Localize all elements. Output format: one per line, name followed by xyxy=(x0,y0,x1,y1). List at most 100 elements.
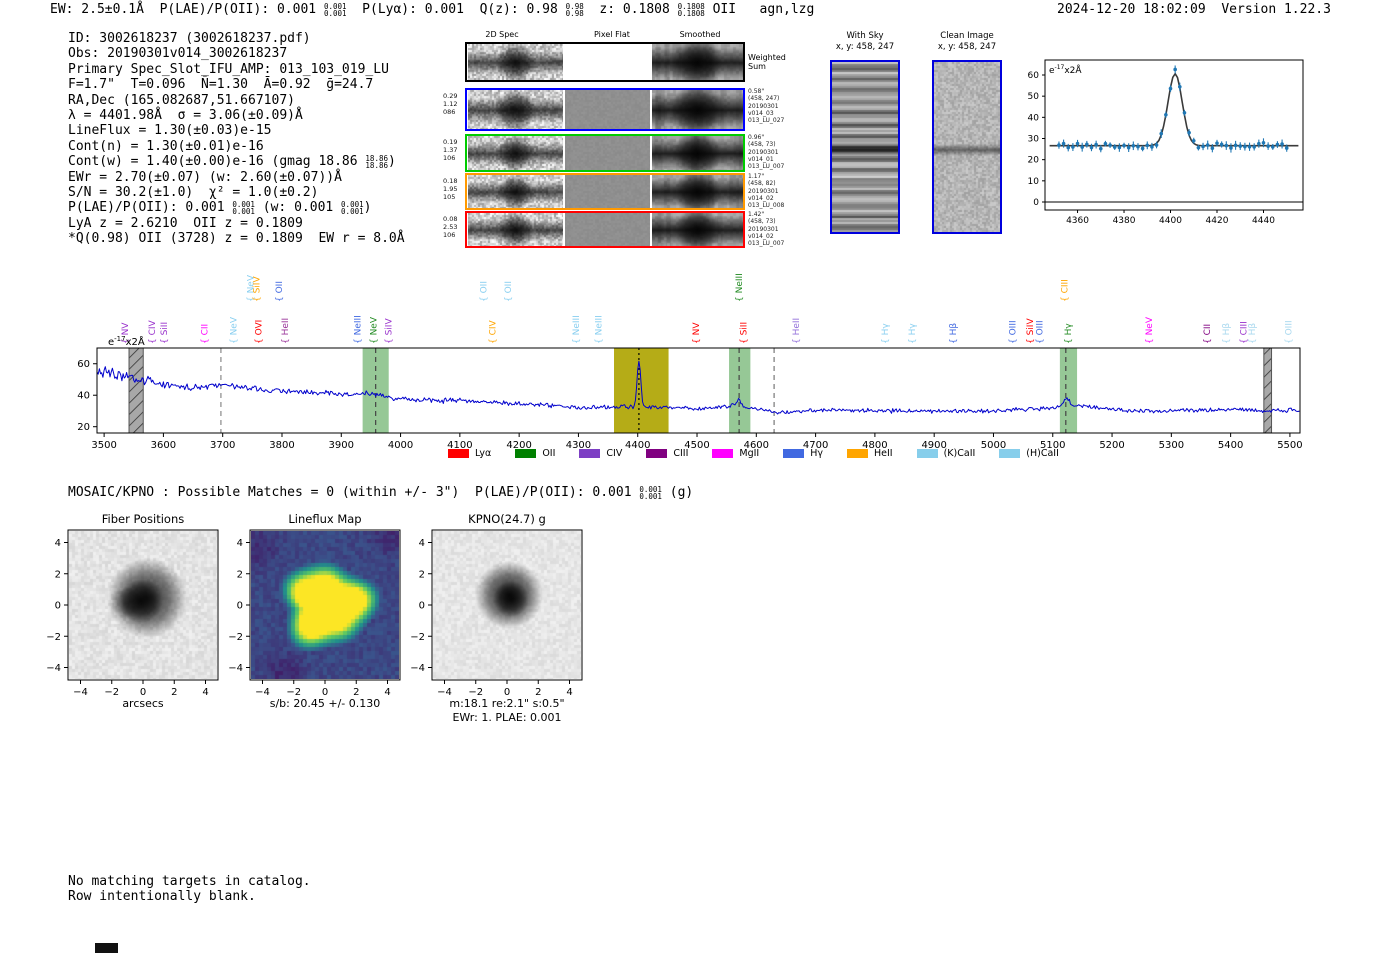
cutout-smoothed-image xyxy=(652,175,743,208)
legend-item: Lyα xyxy=(448,448,491,459)
spectral-line-label: { Hγ xyxy=(908,323,918,344)
mosaic-line: MOSAIC/KPNO : Possible Matches = 0 (with… xyxy=(68,485,694,501)
legend-item: OII xyxy=(515,448,555,459)
cutout-pixelflat-image xyxy=(565,136,650,170)
svg-text:arcsecs: arcsecs xyxy=(122,697,164,710)
spectral-line-label: { SiII xyxy=(739,322,749,344)
svg-text:4: 4 xyxy=(202,687,208,698)
spectral-line-label: { HeII xyxy=(281,318,291,344)
with-sky-image xyxy=(832,62,898,232)
svg-text:−2: −2 xyxy=(286,687,301,698)
info-line: EWr = 2.70(±0.07) (w: 2.60(±0.07))Å xyxy=(68,169,342,185)
cutout-row xyxy=(465,42,745,82)
legend-item: CIII xyxy=(646,448,688,459)
legend-swatch xyxy=(847,449,868,458)
spectral-line-label: { SiIV xyxy=(252,276,262,302)
svg-text:3600: 3600 xyxy=(151,440,176,451)
spectral-line-label: { NV xyxy=(121,322,131,344)
spectral-line-label: { CIV xyxy=(488,319,498,344)
cutout-row-right-labels: 0.96" (458, 73) 20190301 v014_01 013_LU_007 xyxy=(748,134,785,171)
svg-text:3900: 3900 xyxy=(329,440,354,451)
info-line: LineFlux = 1.30(±0.03)e-15 xyxy=(68,123,272,139)
spectral-line-label: { Hβ xyxy=(949,323,959,344)
svg-text:5500: 5500 xyxy=(1277,440,1302,451)
spectral-line-label: { CIII xyxy=(1240,321,1250,344)
svg-text:m:18.1 re:2.1" s:0.5": m:18.1 re:2.1" s:0.5" xyxy=(449,697,564,710)
cutout-2dspec-image xyxy=(468,213,563,246)
svg-text:−2: −2 xyxy=(410,632,425,643)
svg-text:4000: 4000 xyxy=(388,440,413,451)
svg-text:20: 20 xyxy=(77,422,90,433)
spectral-line-label: { NeV xyxy=(247,274,257,302)
svg-text:−4: −4 xyxy=(255,687,270,698)
svg-text:20: 20 xyxy=(1028,156,1040,166)
svg-text:0: 0 xyxy=(55,601,61,612)
legend-swatch xyxy=(448,449,469,458)
spectral-line-label: { OII xyxy=(504,281,514,302)
svg-text:0: 0 xyxy=(140,687,146,698)
svg-text:5200: 5200 xyxy=(1099,440,1124,451)
info-line: F=1.7" T=0.096 N̄=1.30 Ā=0.92 ḡ=24.7 xyxy=(68,77,374,93)
svg-text:4500: 4500 xyxy=(684,440,709,451)
clean-image xyxy=(934,62,1000,232)
spectral-line-label: { OII xyxy=(480,281,490,302)
cutout-smoothed-image xyxy=(652,136,743,170)
cutout-pixelflat-image xyxy=(565,44,650,80)
svg-text:60: 60 xyxy=(1028,71,1040,81)
svg-text:10: 10 xyxy=(1028,177,1040,187)
footer-note: No matching targets in catalog. Row inten… xyxy=(68,874,311,905)
cutout-row xyxy=(465,88,745,131)
fiber-positions-image xyxy=(69,531,217,679)
svg-text:−2: −2 xyxy=(46,632,61,643)
spectral-line-label: { CII xyxy=(200,324,210,344)
spectral-line-label: { NeIII xyxy=(595,315,605,344)
svg-text:2: 2 xyxy=(171,687,177,698)
svg-text:4: 4 xyxy=(237,538,243,549)
cutout-row-left-labels: 0.29 1.12 086 xyxy=(443,92,458,116)
legend-item: (H)CaII xyxy=(999,448,1059,459)
info-line: S/N = 30.2(±1.0) χ² = 1.0(±0.2) xyxy=(68,185,319,201)
info-line: Primary Spec_Slot_IFU_AMP: 013_103_019_L… xyxy=(68,61,389,77)
svg-text:e-17x2Å: e-17x2Å xyxy=(108,335,145,348)
svg-text:4420: 4420 xyxy=(1206,216,1229,226)
legend-label: HeII xyxy=(874,448,893,459)
svg-text:0: 0 xyxy=(1033,198,1039,208)
svg-text:4360: 4360 xyxy=(1066,216,1089,226)
cutout-row-left-labels: 0.19 1.37 106 xyxy=(443,138,458,162)
spectral-line-label: { Hγ xyxy=(881,323,891,344)
info-line: Cont(w) = 1.40(±0.00)e-16 (gmag 18.86 18… xyxy=(68,154,396,171)
svg-text:0: 0 xyxy=(322,687,328,698)
cutout-2dspec-image xyxy=(468,175,563,208)
spectral-line-label: { SiIV xyxy=(1026,318,1036,344)
legend-item: CIV xyxy=(579,448,622,459)
info-line: Cont(n) = 1.30(±0.01)e-16 xyxy=(68,138,264,154)
cutout-row-left-labels: 0.08 2.53 106 xyxy=(443,215,458,239)
lineflux-map-image xyxy=(251,531,399,679)
footer-line: No matching targets in catalog. xyxy=(68,874,311,889)
svg-text:2: 2 xyxy=(419,569,425,580)
spectrum-legend: Lyα OII CIV CIII MgII Hγ HeII (K)CaII (H)CaII xyxy=(448,448,1059,459)
svg-text:4: 4 xyxy=(419,538,425,549)
cutout-2dspec-image xyxy=(468,136,563,170)
legend-swatch xyxy=(515,449,537,458)
spectral-line-label: { SiII xyxy=(160,322,170,344)
svg-text:4700: 4700 xyxy=(803,440,828,451)
info-line: RA,Dec (165.082687,51.667107) xyxy=(68,92,295,108)
cutout-row xyxy=(465,173,745,210)
spectral-line-label: { Hγ xyxy=(1064,323,1074,344)
legend-swatch xyxy=(579,449,601,458)
spectral-line-label: { OII xyxy=(275,281,285,302)
cutout-row-right-labels: 1.17" (458, 82) 20190301 v014_02 013_LU_008 xyxy=(748,173,785,210)
spectral-line-label: { Hβ xyxy=(1222,323,1232,344)
footer-line: Row intentionally blank. xyxy=(68,889,256,905)
legend-label: (K)CaII xyxy=(943,448,976,459)
spectral-line-label: { OIII xyxy=(1036,320,1046,344)
legend-label: Hγ xyxy=(810,448,823,459)
cutout-col-header: Pixel Flat xyxy=(594,30,630,39)
info-line: λ = 4401.98Å σ = 3.06(±0.09)Å xyxy=(68,108,303,124)
spectral-line-label: { CIII xyxy=(1061,279,1071,302)
svg-text:−4: −4 xyxy=(410,663,425,674)
legend-swatch xyxy=(783,449,805,458)
legend-label: CIII xyxy=(673,448,689,459)
